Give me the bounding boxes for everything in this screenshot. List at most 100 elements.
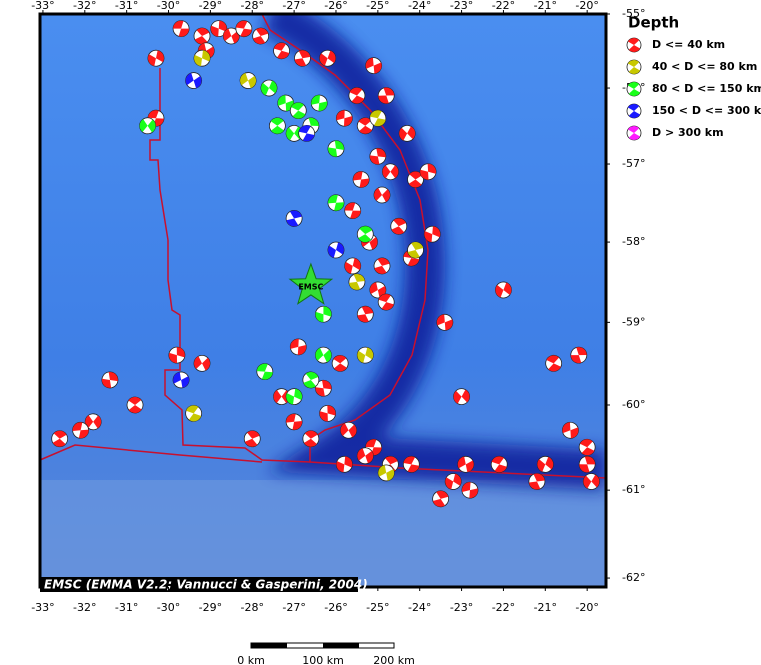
focal-mechanism xyxy=(139,117,156,135)
epicenter-star xyxy=(288,262,334,305)
x-tick-label: -28° xyxy=(241,601,264,614)
beachball-quadrant xyxy=(344,202,361,219)
focal-mechanism xyxy=(461,481,479,499)
focal-mechanism xyxy=(168,346,186,364)
beachball-quadrant xyxy=(436,314,453,331)
focal-mechanism xyxy=(172,371,190,389)
focal-mechanism xyxy=(260,79,278,97)
focal-mechanism xyxy=(373,257,391,275)
legend-label: 150 < D <= 300 km xyxy=(652,104,761,117)
focal-mechanism xyxy=(582,473,600,490)
x-tick-label: -29° xyxy=(199,601,222,614)
focal-mechanism xyxy=(327,194,345,212)
beachball-quadrant xyxy=(461,482,478,499)
focal-mechanism xyxy=(235,20,253,38)
beachball-quadrant xyxy=(627,38,641,52)
beachball-quadrant xyxy=(579,439,595,456)
beachball-quadrant xyxy=(358,117,373,134)
beachball-quadrant xyxy=(286,413,303,430)
beachball-quadrant xyxy=(357,448,374,464)
beachball-quadrant xyxy=(378,294,394,311)
x-tick-label: -26° xyxy=(324,601,347,614)
x-tick-label: -24° xyxy=(408,601,431,614)
beachball-quadrant xyxy=(546,355,561,372)
focal-mechanism xyxy=(315,346,332,364)
beachball-quadrant xyxy=(319,405,336,422)
beachball-quadrant xyxy=(294,50,311,67)
beachball-quadrant xyxy=(445,473,462,490)
focal-mechanism xyxy=(243,430,261,448)
focal-mechanism xyxy=(356,117,374,135)
focal-mechanism xyxy=(348,273,366,291)
focal-mechanism xyxy=(419,163,437,181)
beachball-quadrant xyxy=(378,465,395,481)
legend-label: D > 300 km xyxy=(652,126,724,139)
focal-mechanism xyxy=(147,49,165,67)
beachball-quadrant xyxy=(340,423,357,438)
beachball-quadrant xyxy=(315,380,332,397)
beachball-quadrant xyxy=(85,415,102,429)
beachball-quadrant xyxy=(349,87,365,104)
beachball-quadrant xyxy=(570,347,587,364)
focal-mechanism xyxy=(369,109,387,127)
focal-mechanism xyxy=(319,49,337,67)
focal-mechanism xyxy=(377,293,395,311)
beachball-quadrant xyxy=(579,456,596,473)
beachball-quadrant xyxy=(223,28,240,44)
focal-mechanism xyxy=(377,87,395,104)
focal-mechanism xyxy=(252,27,270,45)
beachball-quadrant xyxy=(403,456,420,473)
beachball-quadrant xyxy=(328,242,344,258)
focal-mechanism xyxy=(402,455,420,473)
x-tick-label: -33° xyxy=(31,601,54,614)
beachball-quadrant xyxy=(303,372,319,388)
focal-mechanism xyxy=(365,57,383,75)
beachball-quadrant xyxy=(311,95,328,112)
beachball-quadrant xyxy=(336,456,353,473)
beachball-quadrant xyxy=(256,363,273,380)
focal-mechanism xyxy=(578,438,596,456)
scale-label: 0 km xyxy=(237,654,265,665)
beachball-quadrant xyxy=(147,50,164,67)
y-tick-label: -58° xyxy=(622,235,645,248)
focal-mechanism xyxy=(126,396,144,414)
beachball-quadrant xyxy=(304,430,318,447)
x-tick-label: -25° xyxy=(366,601,389,614)
beachball-quadrant xyxy=(407,242,424,258)
focal-mechanism xyxy=(444,473,462,490)
x-tick-label: -27° xyxy=(282,601,305,614)
x-tick-label: -23° xyxy=(450,601,473,614)
focal-mechanism xyxy=(398,124,416,142)
focal-mechanism xyxy=(72,421,90,439)
focal-mechanism xyxy=(407,241,424,259)
beachball-quadrant xyxy=(286,210,302,227)
beachball-quadrant xyxy=(185,72,202,89)
beachball-quadrant xyxy=(353,171,370,188)
focal-mechanism xyxy=(285,210,303,227)
legend-label: 80 < D <= 150 km xyxy=(652,82,761,95)
focal-mechanism xyxy=(562,421,579,439)
focal-mechanism xyxy=(570,346,588,364)
y-tick-label: -55° xyxy=(622,7,645,20)
beachball-quadrant xyxy=(286,126,303,141)
beachball-quadrant xyxy=(273,390,290,404)
focal-mechanism xyxy=(193,49,211,67)
beachball-quadrant xyxy=(627,60,641,74)
focal-mechanism xyxy=(626,125,642,141)
beachball-quadrant xyxy=(315,347,332,363)
focal-mechanism xyxy=(302,371,320,389)
focal-mechanism xyxy=(373,186,391,204)
beachball-quadrant xyxy=(583,474,600,489)
beachball-quadrant xyxy=(286,388,303,405)
x-tick-label: -21° xyxy=(534,0,557,12)
focal-mechanism xyxy=(457,455,475,473)
focal-mechanism xyxy=(185,72,203,89)
focal-mechanism xyxy=(356,225,374,243)
beachball-quadrant xyxy=(627,126,641,140)
focal-mechanism xyxy=(495,281,512,299)
focal-mechanism xyxy=(289,102,307,120)
y-tick-label: -62° xyxy=(622,571,645,584)
beachball-quadrant xyxy=(139,119,156,133)
legend-label: D <= 40 km xyxy=(652,38,725,51)
